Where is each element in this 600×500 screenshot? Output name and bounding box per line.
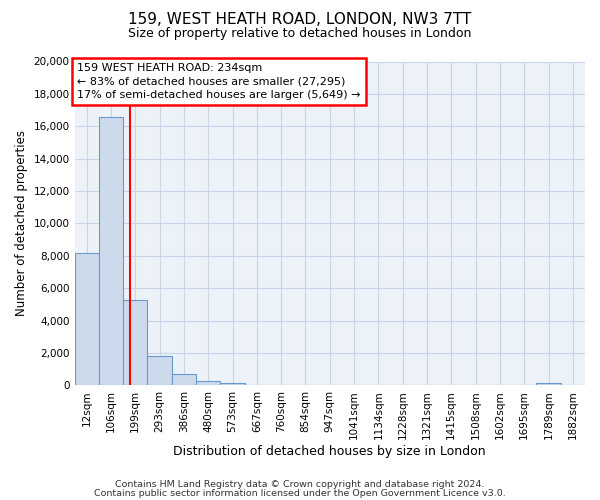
- Bar: [99, 116, 123, 386]
- Text: Contains HM Land Registry data © Crown copyright and database right 2024.: Contains HM Land Registry data © Crown c…: [115, 480, 485, 489]
- Bar: [196, 382, 220, 386]
- Text: Size of property relative to detached houses in London: Size of property relative to detached ho…: [128, 28, 472, 40]
- Bar: [74, 252, 99, 386]
- Text: 159 WEST HEATH ROAD: 234sqm
← 83% of detached houses are smaller (27,295)
17% of: 159 WEST HEATH ROAD: 234sqm ← 83% of det…: [77, 63, 361, 100]
- Bar: [123, 300, 148, 386]
- Y-axis label: Number of detached properties: Number of detached properties: [15, 130, 28, 316]
- X-axis label: Distribution of detached houses by size in London: Distribution of detached houses by size …: [173, 444, 486, 458]
- Bar: [536, 383, 560, 386]
- Bar: [148, 356, 172, 386]
- Text: 159, WEST HEATH ROAD, LONDON, NW3 7TT: 159, WEST HEATH ROAD, LONDON, NW3 7TT: [128, 12, 472, 28]
- Text: Contains public sector information licensed under the Open Government Licence v3: Contains public sector information licen…: [94, 488, 506, 498]
- Bar: [220, 383, 245, 386]
- Bar: [172, 374, 196, 386]
